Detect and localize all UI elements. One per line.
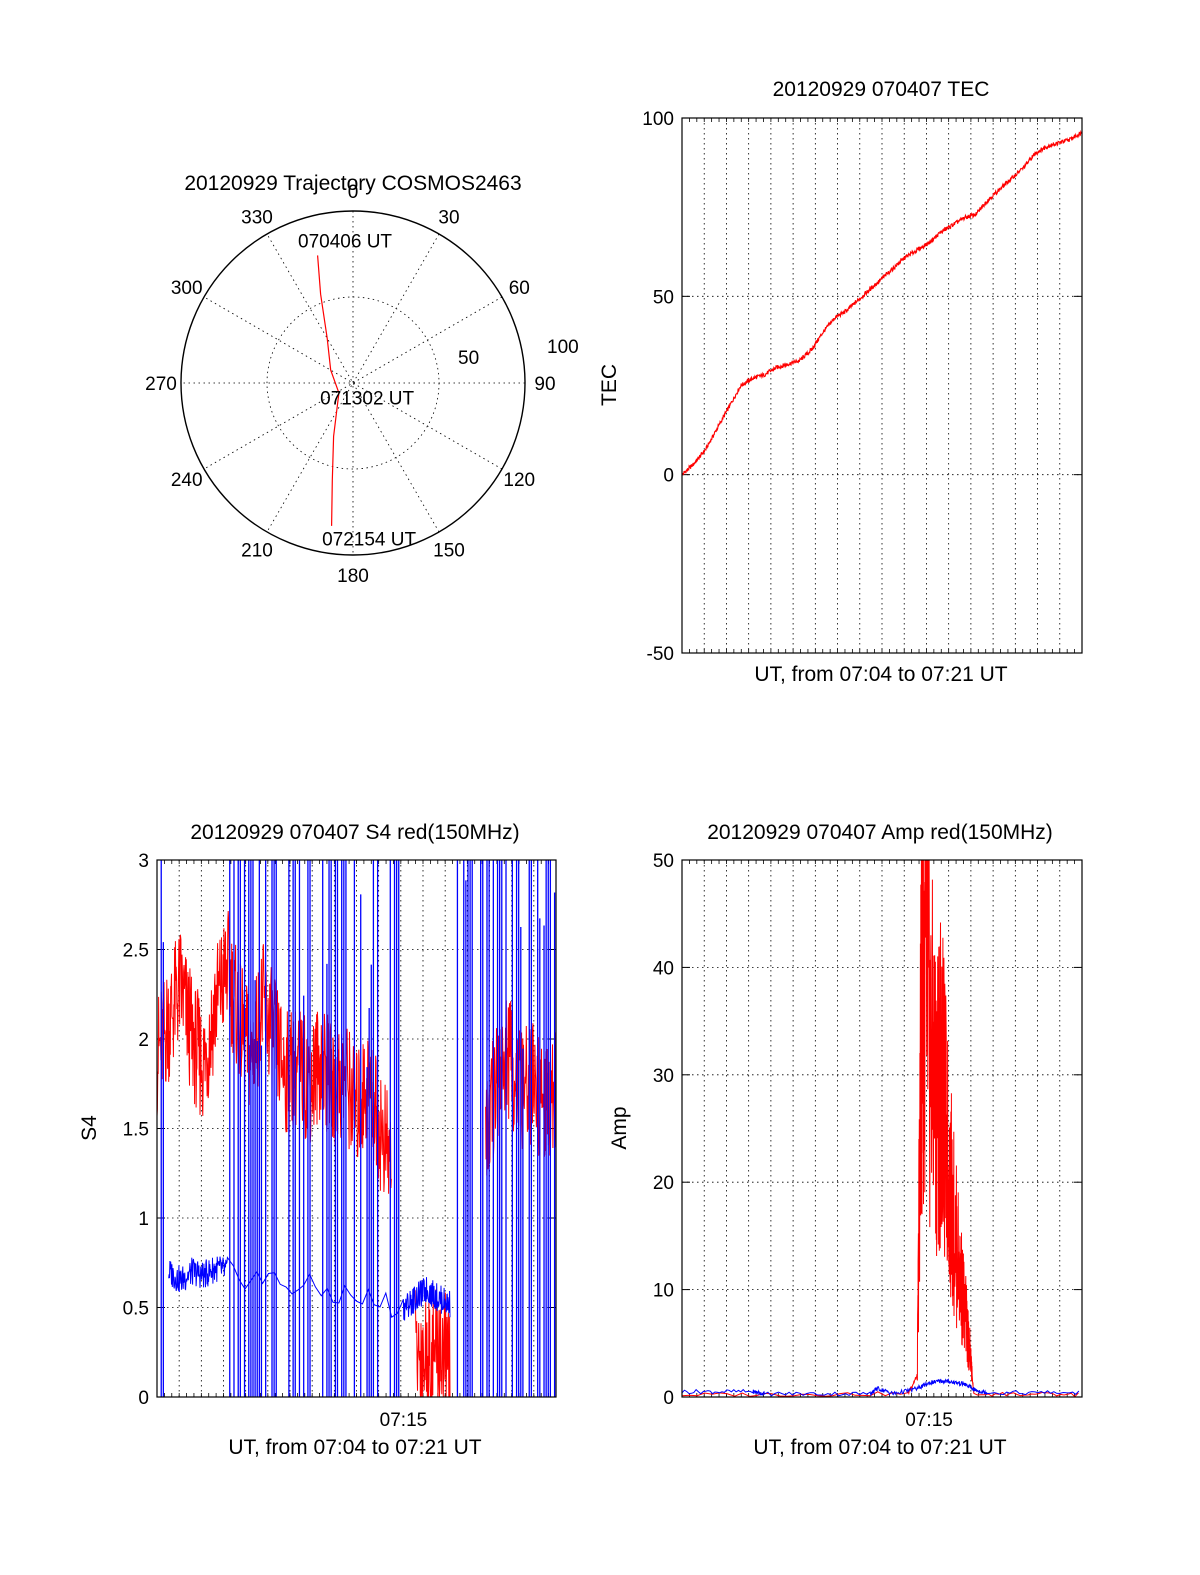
trajectory-time-label: 070406 UT [298,231,392,252]
x-tick-label: 07:15 [380,1410,428,1431]
polar-azimuth-label: 30 [438,208,459,229]
y-tick-label: 10 [653,1281,674,1302]
polar-azimuth-label: 180 [337,566,369,587]
polar-azimuth-label: 60 [509,278,530,299]
series-line [682,129,1082,477]
y-tick-label: 3 [138,851,149,872]
y-tick-label: 2 [138,1030,149,1051]
polar-azimuth-label: 300 [171,278,203,299]
y-tick-label: 0 [663,466,674,487]
amp-title: 20120929 070407 Amp red(150MHz) [707,821,1053,844]
series-line [682,860,1079,1397]
y-tick-label: 40 [653,958,674,979]
polar-grid-ring [266,296,440,470]
tec-ylabel: TEC [598,364,621,406]
y-tick-label: 30 [653,1066,674,1087]
y-tick-label: 1 [138,1209,149,1230]
tec-title: 20120929 070407 TEC [773,78,990,101]
plot-frame [681,859,1083,1398]
y-tick-label: 0 [663,1388,674,1409]
tec-xlabel: UT, from 07:04 to 07:21 UT [754,663,1007,686]
y-tick-label: 2.5 [123,941,149,962]
y-tick-label: 0 [138,1388,149,1409]
trajectory-time-label: 072154 UT [322,529,416,550]
polar-azimuth-label: 120 [503,470,535,491]
s4-ylabel: S4 [78,1115,101,1141]
plot-frame [681,117,1083,654]
polar-azimuth-label: 0 [348,182,359,203]
trajectory-title: 20120929 Trajectory COSMOS2463 [184,172,521,195]
y-tick-label: 0.5 [123,1299,149,1320]
s4-xlabel: UT, from 07:04 to 07:21 UT [228,1436,481,1459]
polar-azimuth-label: 210 [241,540,273,561]
y-tick-label: 20 [653,1173,674,1194]
tec-line-chart: 20120929 070407 TEC UT, from 07:04 to 07… [598,78,1083,686]
y-tick-label: 50 [653,851,674,872]
x-tick-label: 07:15 [905,1410,953,1431]
s4-line-chart: 20120929 070407 S4 red(150MHz) UT, from … [78,821,557,1459]
y-tick-label: 100 [642,109,674,130]
polar-azimuth-label: 270 [145,374,177,395]
y-tick-label: 1.5 [123,1120,149,1141]
amp-xlabel: UT, from 07:04 to 07:21 UT [753,1436,1006,1459]
y-tick-label: -50 [647,644,674,665]
series-line [414,1289,451,1397]
polar-radial-label: 50 [458,348,479,369]
polar-radial-label: 100 [547,337,579,358]
trajectory-track [317,255,340,526]
amp-ylabel: Amp [608,1106,631,1149]
trajectory-time-label: 071302 UT [320,388,414,409]
polar-azimuth-label: 240 [171,470,203,491]
plot-frame [156,859,557,1398]
series-line [168,1256,451,1321]
series-line [682,1378,1080,1397]
y-tick-label: 50 [653,287,674,308]
s4-title: 20120929 070407 S4 red(150MHz) [190,821,519,844]
polar-azimuth-label: 150 [433,540,465,561]
amp-line-chart: 20120929 070407 Amp red(150MHz) UT, from… [608,821,1083,1459]
polar-outer-ring [180,210,526,556]
polar-azimuth-label: 90 [534,374,555,395]
trajectory-polar-chart: 20120929 Trajectory COSMOS2463 0 30 60 90 12… [145,172,579,587]
polar-azimuth-label: 330 [241,208,273,229]
